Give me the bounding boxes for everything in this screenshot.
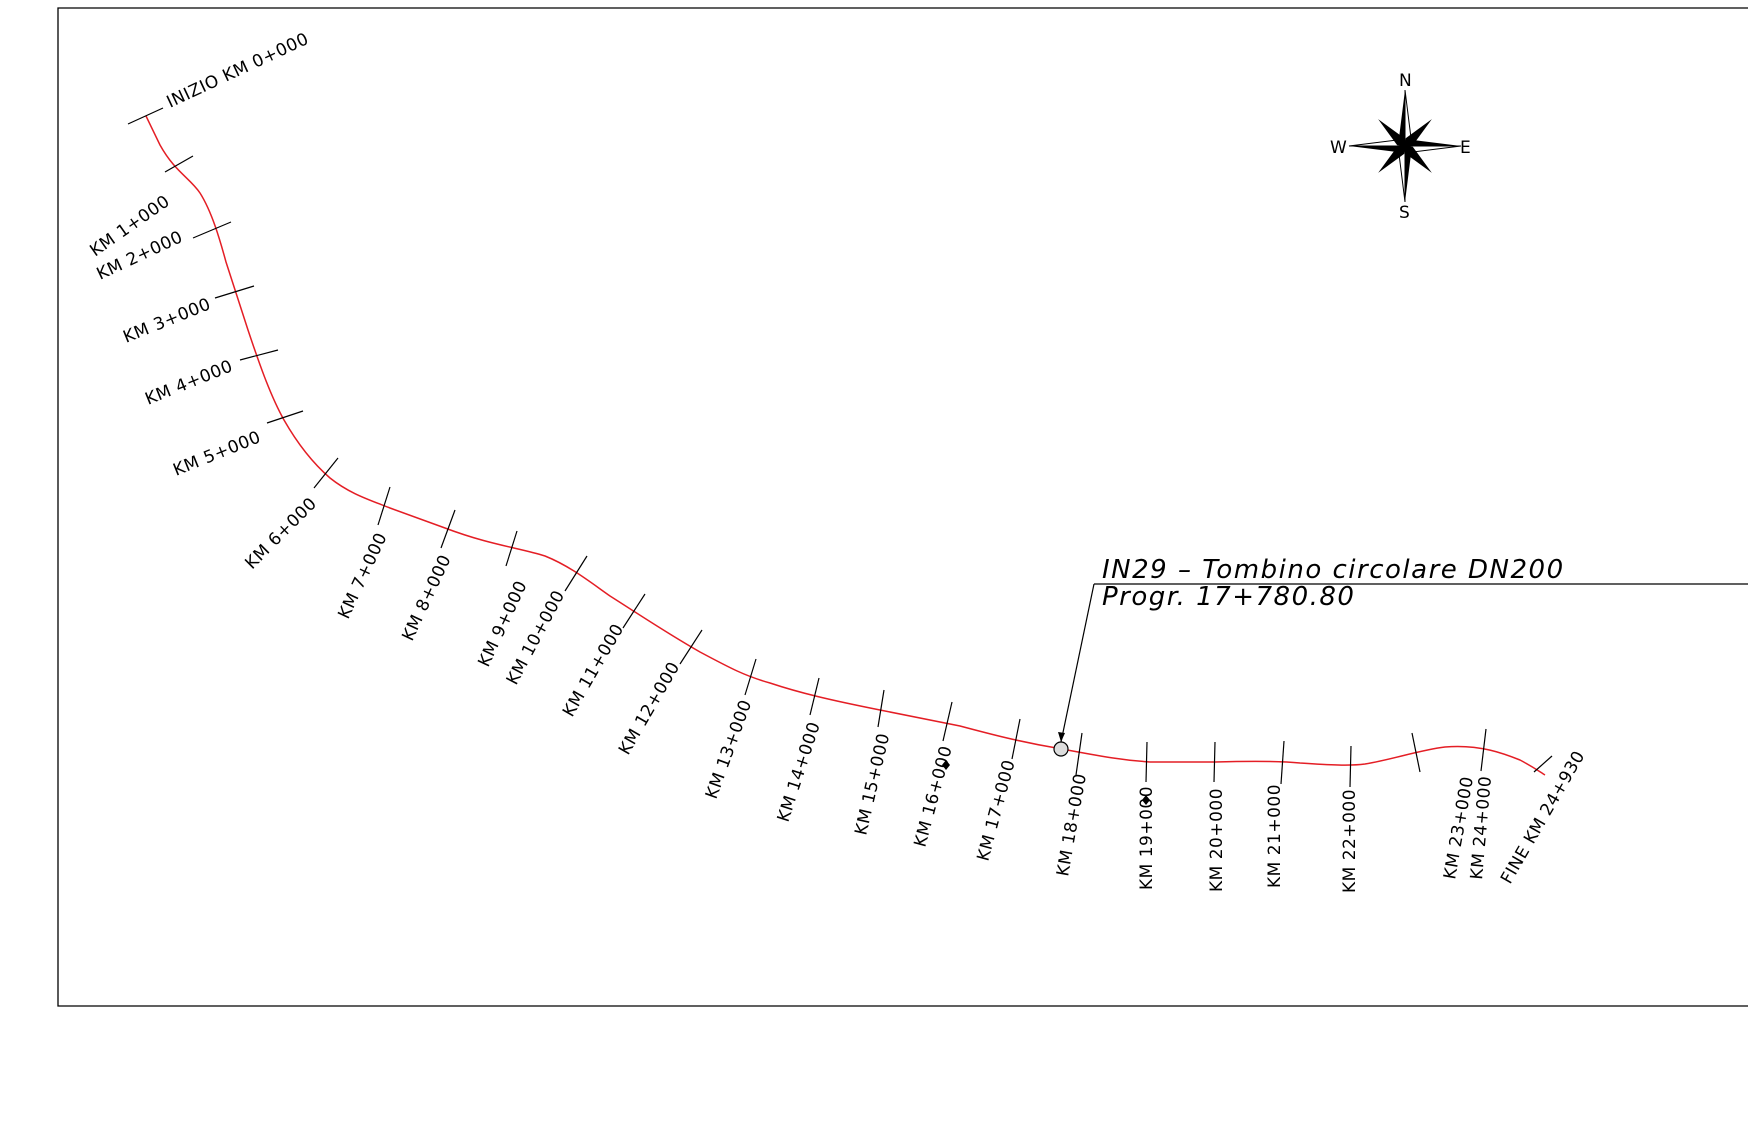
end-label: FINE KM 24+930 xyxy=(1497,747,1589,887)
km-tick xyxy=(1411,732,1421,773)
km-tick xyxy=(809,677,820,716)
point-marker xyxy=(942,760,950,770)
km-label: KM 20+000 xyxy=(1207,788,1227,892)
compass-rose-icon: N S E W xyxy=(1330,71,1471,223)
point-marker xyxy=(1142,795,1150,805)
km-tick xyxy=(214,285,255,299)
km-label: KM 21+000 xyxy=(1265,784,1285,888)
km-label: KM 17+000 xyxy=(974,758,1020,864)
km-tick xyxy=(1011,718,1021,760)
annotation-line2: Progr. 17+780.80 xyxy=(1102,582,1355,612)
compass-north: N xyxy=(1399,71,1412,91)
compass-south: S xyxy=(1399,203,1410,223)
km-label: KM 18+000 xyxy=(1053,772,1091,878)
compass-east: E xyxy=(1460,138,1471,158)
km-tick xyxy=(564,555,588,592)
km-tick xyxy=(505,530,518,567)
km-label: KM 15+000 xyxy=(851,731,894,837)
km-tick xyxy=(440,509,456,549)
route-alignment-line xyxy=(145,115,1546,776)
km-tick xyxy=(239,349,279,361)
km-tick xyxy=(1213,741,1216,783)
km-label: KM 3+000 xyxy=(120,294,213,347)
km-label: KM 4+000 xyxy=(142,356,235,409)
end-tick xyxy=(1533,755,1553,773)
km-tick xyxy=(1480,728,1487,772)
km-tick xyxy=(942,701,953,742)
km-tick xyxy=(622,593,646,629)
km-label: KM 14+000 xyxy=(774,719,825,824)
km-tick xyxy=(679,629,703,665)
km-tick xyxy=(877,689,885,728)
km-tick xyxy=(1145,741,1148,783)
km-label: KM 22+000 xyxy=(1340,789,1360,893)
km-tick xyxy=(1075,732,1083,776)
start-label: INIZIO KM 0+000 xyxy=(164,29,312,112)
km-label: KM 16+000 xyxy=(911,744,957,850)
km-tick xyxy=(1280,740,1285,785)
start-tick xyxy=(127,107,164,125)
drawing-frame xyxy=(57,7,1748,1007)
km-label: KM 5+000 xyxy=(170,427,263,480)
km-tick xyxy=(1349,745,1352,788)
km-tick xyxy=(192,221,232,239)
km-label: KM 8+000 xyxy=(398,552,455,644)
km-tick xyxy=(266,410,304,424)
km-label: KM 13+000 xyxy=(702,697,756,802)
annotation-line1: IN29 – Tombino circolare DN200 xyxy=(1102,555,1565,585)
culvert-annotation: IN29 – Tombino circolare DN200 Progr. 17… xyxy=(1053,555,1748,757)
km-tick xyxy=(744,658,757,696)
km-tick xyxy=(164,155,194,173)
km-label: KM 19+000 xyxy=(1137,786,1157,890)
culvert-marker-icon xyxy=(1053,741,1069,757)
compass-west: W xyxy=(1330,138,1347,158)
km-label: KM 11+000 xyxy=(559,620,628,720)
km-label: KM 7+000 xyxy=(334,530,391,622)
km-tick xyxy=(377,486,391,526)
km-tick xyxy=(313,457,339,489)
km-label: KM 12+000 xyxy=(615,658,684,758)
km-label: KM 6+000 xyxy=(241,494,321,574)
